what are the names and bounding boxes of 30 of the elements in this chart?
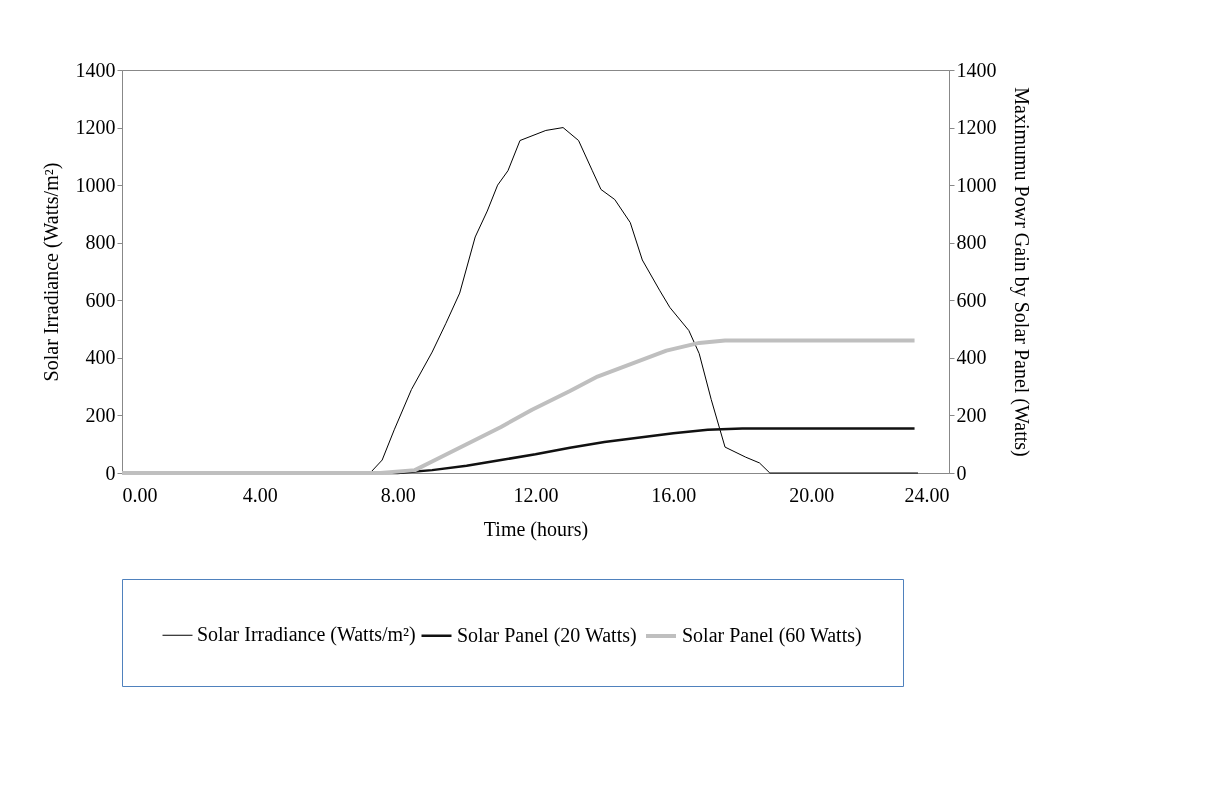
y2-tick-label: 800 [956,231,987,254]
x-tick-label: 20.00 [789,483,835,506]
y-axis-title: Solar Irradiance (Watts/m²) [39,162,63,382]
y2-tick-label: 1400 [956,58,997,81]
legend-label: Solar Irradiance (Watts/m²) [197,623,416,647]
y-tick-label: 1200 [75,116,116,139]
y-tick-label: 400 [85,346,116,369]
x-tick-label: 0.00 [122,483,158,506]
y2-tick-label: 600 [956,288,987,311]
legend-label: Solar Panel (60 Watts) [682,624,862,647]
y-tick-label: 0 [105,461,116,484]
y2-tick-label: 400 [956,346,987,369]
y-tick-label: 200 [85,403,116,426]
x-tick-label: 16.00 [651,483,697,506]
y-tick-label: 1000 [75,173,116,196]
y2-axis-title: Maximumu Powr Gain by Solar Panel (Watts) [1009,87,1033,457]
y-tick-label: 1400 [75,58,116,81]
y2-tick-label: 1200 [956,116,997,139]
y2-tick-label: 1000 [956,173,997,196]
y2-tick-label: 0 [956,461,967,484]
y-tick-label: 800 [85,231,116,254]
x-tick-label: 8.00 [380,483,416,506]
legend-label: Solar Panel (20 Watts) [457,623,637,647]
y2-tick-label: 200 [956,403,987,426]
x-axis-title: Time (hours) [483,517,589,541]
line-series [120,338,917,475]
x-tick-label: 12.00 [513,483,559,506]
x-tick-label: 4.00 [242,483,278,506]
x-tick-label: 24.00 [904,483,950,506]
y-tick-label: 600 [85,288,116,311]
